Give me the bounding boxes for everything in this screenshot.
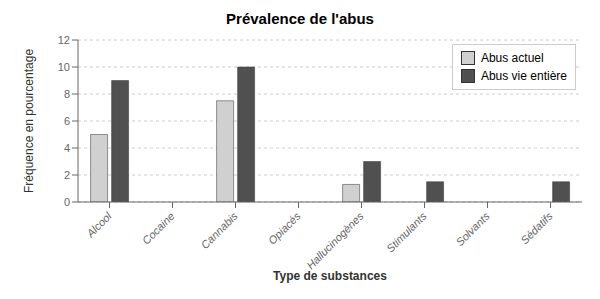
- svg-text:Solvants: Solvants: [453, 209, 492, 248]
- svg-text:Sédatifs: Sédatifs: [518, 209, 555, 246]
- svg-text:2: 2: [64, 169, 70, 181]
- svg-text:10: 10: [58, 61, 70, 73]
- svg-text:6: 6: [64, 115, 70, 127]
- svg-text:Cannabis: Cannabis: [198, 209, 240, 251]
- svg-text:Stimulants: Stimulants: [384, 209, 429, 254]
- svg-text:Fréquence en pourcentage: Fréquence en pourcentage: [22, 49, 36, 193]
- svg-text:4: 4: [64, 142, 70, 154]
- svg-text:12: 12: [58, 34, 70, 46]
- svg-text:Opiacés: Opiacés: [266, 209, 303, 246]
- svg-text:Alcool: Alcool: [83, 209, 114, 240]
- html-text:Abus vie entière: Abus vie entière: [480, 69, 567, 83]
- svg-text:0: 0: [64, 196, 70, 208]
- svg-text:8: 8: [64, 88, 70, 100]
- svg-text:Cocaine: Cocaine: [140, 210, 177, 247]
- html-text:Prévalence de l'abus: Prévalence de l'abus: [226, 10, 374, 27]
- svg-text:Type de substances: Type de substances: [273, 269, 387, 283]
- html-text:Abus actuel: Abus actuel: [480, 51, 544, 65]
- svg-text:Hallucinogènes: Hallucinogènes: [304, 209, 366, 271]
